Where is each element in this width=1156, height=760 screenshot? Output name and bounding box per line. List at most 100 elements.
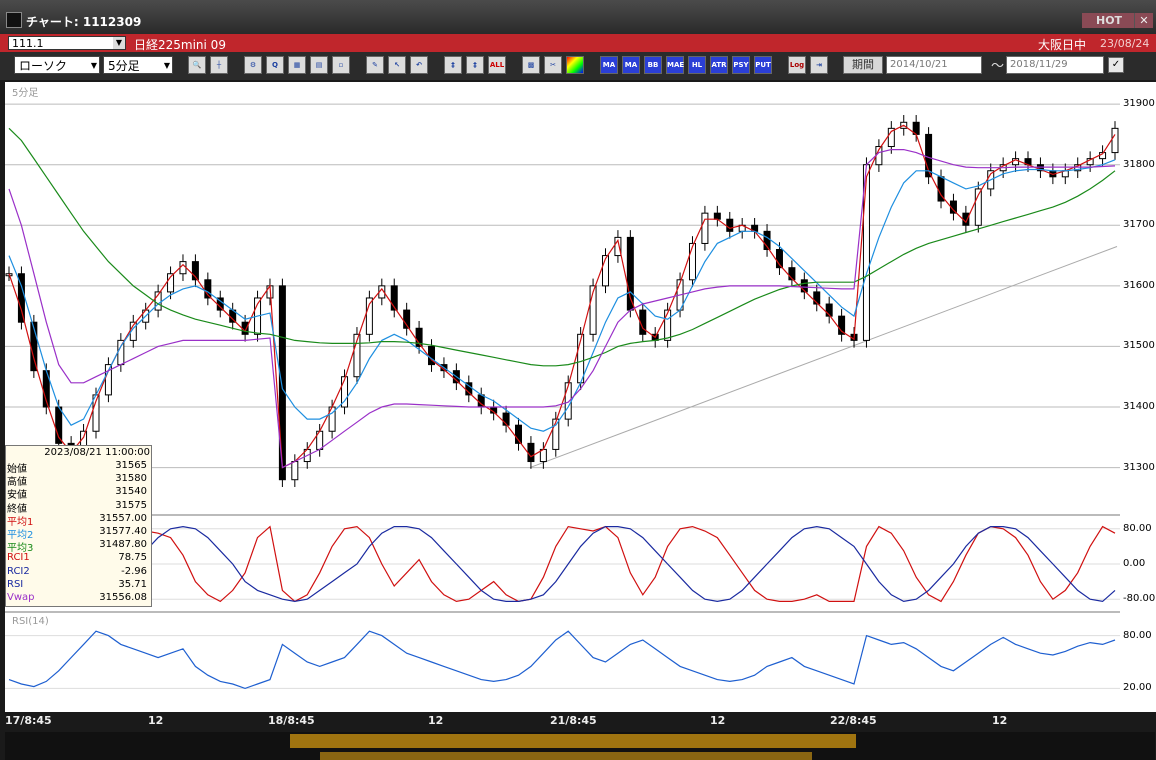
candle-body xyxy=(515,424,523,444)
info-value: 31577.40 xyxy=(99,526,147,537)
tool-icon[interactable]: ✂ xyxy=(544,56,562,74)
info-key: RCI1 xyxy=(7,552,30,564)
hl-button[interactable]: HL xyxy=(688,56,706,74)
candle-body xyxy=(1111,127,1119,154)
grid-icon[interactable]: ▦ xyxy=(288,56,306,74)
crosshair-icon[interactable]: ┼ xyxy=(210,56,228,74)
axis-tick-label: 31400 xyxy=(1123,401,1155,412)
chart-area[interactable] xyxy=(5,82,1123,712)
symbol-code-input[interactable]: 111.1 ▼ xyxy=(8,36,126,50)
log-button[interactable]: Log xyxy=(788,56,806,74)
candle-body xyxy=(167,273,175,293)
info-value: 78.75 xyxy=(118,552,147,564)
info-row: RCI1 78.75 xyxy=(6,552,150,564)
axis-tick-label: 0.00 xyxy=(1123,558,1146,569)
axis-tick-label: 31700 xyxy=(1123,219,1155,231)
chart-type-value: ローソク xyxy=(19,59,68,73)
color-palette-icon[interactable] xyxy=(566,56,584,74)
info-datetime: 2023/08/21 11:00:00 xyxy=(44,447,150,458)
rci-line xyxy=(8,525,1116,603)
info-row: 高値 31580 xyxy=(6,473,150,488)
ma2-button[interactable]: MA xyxy=(622,56,640,74)
hot-button[interactable]: HOT xyxy=(1082,13,1134,28)
psy-button[interactable]: PSY xyxy=(732,56,750,74)
scrollbar-thumb[interactable] xyxy=(290,734,856,748)
candle-body xyxy=(104,364,112,396)
scrollbar-range[interactable] xyxy=(320,752,812,760)
chart-app-icon xyxy=(6,12,22,28)
candle-body xyxy=(1074,164,1082,172)
candle-body xyxy=(415,327,423,347)
info-value: 31557.00 xyxy=(99,512,147,524)
table-icon[interactable]: ▤ xyxy=(310,56,328,74)
blank-icon[interactable]: ▫ xyxy=(332,56,350,74)
indicator-icon[interactable]: ⚙ xyxy=(244,56,262,74)
zoom-icon[interactable]: 🔍 xyxy=(188,56,206,74)
info-key: 安値 xyxy=(7,490,27,502)
axis-tick-label: 31900 xyxy=(1123,98,1155,110)
instrument-name: 日経225mini 09 xyxy=(134,38,226,52)
candle-body xyxy=(390,285,398,311)
candle-icon[interactable]: ‡ xyxy=(444,56,462,74)
interval-select[interactable]: 5分足 ▼ xyxy=(103,56,173,74)
undo-icon[interactable]: ↶ xyxy=(410,56,428,74)
bb-button[interactable]: BB xyxy=(644,56,662,74)
close-icon[interactable]: ✕ xyxy=(1134,13,1153,28)
search-chart-icon[interactable]: Q xyxy=(266,56,284,74)
period-button[interactable]: 期間 xyxy=(843,56,883,74)
date-from-input[interactable]: 2014/10/21 xyxy=(886,56,982,74)
info-row: 始値 31565 xyxy=(6,460,150,475)
time-tick-label: 17/8:45 xyxy=(5,714,52,727)
rci-line xyxy=(8,525,1116,603)
price-axis xyxy=(1120,82,1156,712)
time-tick-label: 21/8:45 xyxy=(550,714,597,727)
axis-tick-label: 31300 xyxy=(1123,461,1155,473)
candle-body xyxy=(564,382,572,420)
candle-body xyxy=(601,255,609,287)
date-from-value: 2014/10/21 xyxy=(890,59,948,70)
pattern-icon[interactable]: ▩ xyxy=(522,56,540,74)
candle-body xyxy=(825,303,833,317)
candle-body xyxy=(589,285,597,335)
chevron-down-icon[interactable]: ▼ xyxy=(113,37,125,49)
info-row: 平均1 31557.00 xyxy=(6,512,150,528)
candle-body xyxy=(962,212,970,226)
candle-body xyxy=(241,321,249,335)
info-key: 平均1 xyxy=(7,516,34,528)
chart-interval-tag: 5分足 xyxy=(12,88,39,99)
axis-tick-label: 31800 xyxy=(1123,158,1155,170)
pen-icon[interactable]: ✎ xyxy=(366,56,384,74)
info-row: RCI2 -2.96 xyxy=(6,566,150,578)
put-button[interactable]: PUT xyxy=(754,56,772,74)
candle-body xyxy=(341,376,349,408)
axis-tick-label: 20.00 xyxy=(1123,682,1152,694)
candle-body xyxy=(838,315,846,335)
axis-tick-label: 80.00 xyxy=(1123,629,1152,641)
candle-body xyxy=(365,297,373,335)
ohlc-info-box: 2023/08/21 11:00:00 始値 31565 高値 31580 安値 3154… xyxy=(5,445,152,607)
info-value: 31580 xyxy=(115,473,147,485)
atr-button[interactable]: ATR xyxy=(710,56,728,74)
info-key: 始値 xyxy=(7,464,27,475)
candle2-icon[interactable]: ‡ xyxy=(466,56,484,74)
ma-button[interactable]: MA xyxy=(600,56,618,74)
check-icon[interactable]: ✓ xyxy=(1108,57,1124,73)
info-value: 31487.80 xyxy=(99,539,147,551)
chart-svg xyxy=(5,103,1123,690)
series-line xyxy=(8,159,1116,432)
info-value: 35.71 xyxy=(118,578,147,590)
mae-button[interactable]: MAE xyxy=(666,56,684,74)
candle-body xyxy=(502,412,510,426)
all-button[interactable]: ALL xyxy=(488,56,506,74)
export-icon[interactable]: ⇥ xyxy=(810,56,828,74)
chart-type-select[interactable]: ローソク ▼ xyxy=(14,56,100,74)
time-tick-label: 18/8:45 xyxy=(268,714,315,727)
cursor-icon[interactable]: ↖ xyxy=(388,56,406,74)
chevron-down-icon: ▼ xyxy=(90,61,97,70)
candle-body xyxy=(204,279,212,299)
date-to-input[interactable]: 2018/11/29 xyxy=(1006,56,1104,74)
candle-body xyxy=(179,261,187,275)
time-axis xyxy=(5,712,1123,732)
session-label: 大阪日中 xyxy=(1038,38,1087,52)
time-tick-label: 12 xyxy=(710,714,726,727)
